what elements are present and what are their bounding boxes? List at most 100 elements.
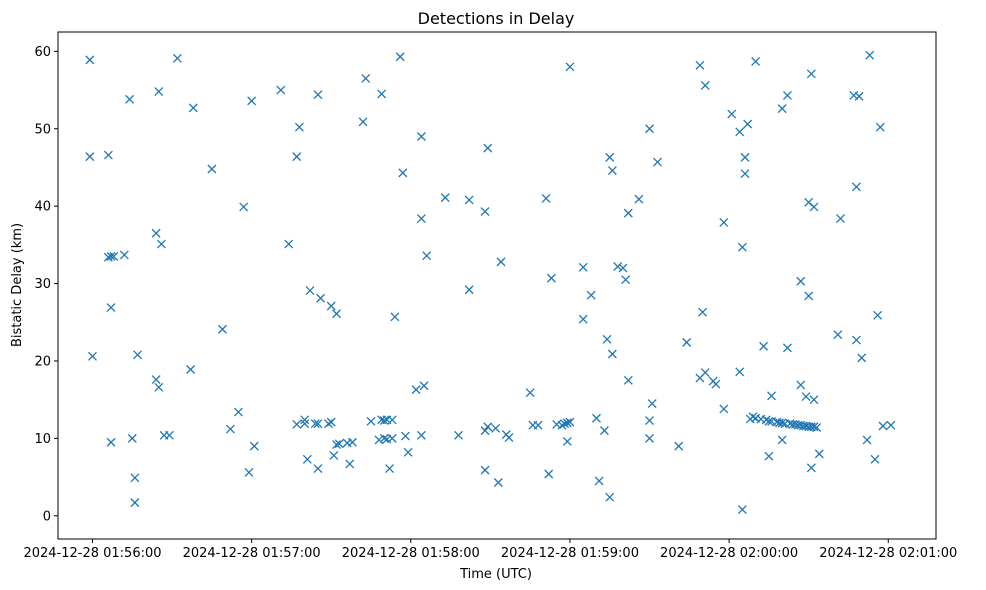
data-point [377, 89, 387, 99]
data-point [454, 430, 463, 440]
data-point [247, 96, 257, 106]
data-point [305, 286, 315, 295]
data-point [398, 168, 408, 178]
data-point [483, 422, 493, 432]
data-point [358, 117, 368, 127]
y-tick-label: 30 [34, 277, 51, 292]
data-point [422, 251, 432, 261]
y-tick-label: 0 [43, 509, 51, 524]
chart-title: Detections in Delay [418, 9, 575, 28]
data-point [316, 293, 326, 303]
data-point [533, 420, 543, 430]
data-point [777, 418, 787, 428]
data-point [645, 416, 654, 426]
data-point [645, 124, 654, 134]
data-point [525, 388, 535, 398]
data-point [764, 451, 774, 461]
data-point [674, 441, 684, 451]
data-point [401, 431, 410, 441]
data-point [294, 122, 304, 132]
data-point [403, 447, 413, 457]
data-point [483, 143, 493, 153]
data-point [326, 301, 336, 311]
data-point [565, 62, 575, 72]
data-point [151, 228, 161, 238]
data-point [806, 463, 816, 473]
data-point [560, 419, 570, 429]
data-point [634, 194, 644, 204]
data-point [607, 166, 617, 176]
data-point [225, 424, 235, 434]
data-point [249, 441, 259, 451]
y-tick-label: 10 [34, 432, 51, 447]
data-point [565, 417, 575, 427]
data-point [133, 350, 143, 360]
y-tick-label: 60 [34, 45, 51, 60]
y-axis-label: Bistatic Delay (km) [10, 223, 25, 347]
data-point [464, 285, 474, 295]
data-point [735, 367, 745, 377]
data-point [103, 150, 113, 160]
y-tick-label: 50 [34, 122, 51, 137]
data-point [106, 252, 116, 261]
data-point [188, 103, 198, 113]
data-point [870, 454, 880, 464]
data-point [300, 415, 310, 425]
x-tick-label: 2024-12-28 01:57:00 [183, 546, 321, 561]
data-point [645, 433, 654, 443]
data-point [127, 433, 137, 443]
data-point [711, 379, 721, 389]
data-point [379, 433, 389, 443]
data-point [480, 207, 490, 217]
data-point [592, 413, 601, 423]
data-point [334, 439, 344, 449]
data-point [154, 382, 164, 392]
data-point [814, 449, 824, 459]
x-tick-label: 2024-12-28 01:58:00 [342, 546, 480, 561]
data-point [496, 257, 506, 267]
data-point [851, 182, 861, 192]
data-point [599, 426, 609, 436]
data-point [875, 122, 885, 132]
data-point [621, 275, 631, 285]
data-point [302, 454, 312, 464]
data-point [440, 193, 450, 203]
data-point [186, 365, 196, 374]
data-point [326, 417, 336, 427]
data-point [154, 87, 164, 97]
data-point [857, 353, 867, 363]
data-point [164, 430, 174, 440]
data-point [332, 309, 341, 319]
data-point [156, 239, 166, 249]
data-point [244, 467, 254, 477]
data-point [767, 391, 777, 401]
x-tick-label: 2024-12-28 01:56:00 [23, 546, 161, 561]
data-point [700, 368, 710, 378]
data-point [557, 420, 567, 430]
data-point [480, 465, 490, 475]
data-point [695, 60, 705, 70]
data-point [806, 69, 816, 79]
data-point [682, 337, 692, 347]
data-point [313, 90, 323, 100]
data-point [541, 193, 551, 203]
data-point [719, 217, 729, 227]
y-tick-label: 40 [34, 200, 51, 215]
data-point [416, 430, 426, 440]
data-point [801, 392, 811, 402]
data-point [700, 80, 710, 90]
data-point [480, 426, 490, 436]
data-point [395, 52, 405, 62]
data-point [782, 343, 792, 353]
data-point [374, 435, 384, 445]
data-point [618, 263, 628, 273]
data-point [387, 415, 397, 425]
plot-frame [57, 31, 937, 540]
data-point [735, 127, 745, 137]
data-point [491, 423, 501, 433]
data-point [607, 349, 617, 359]
data-point [812, 423, 822, 432]
data-point [809, 202, 819, 212]
data-point [878, 421, 888, 431]
